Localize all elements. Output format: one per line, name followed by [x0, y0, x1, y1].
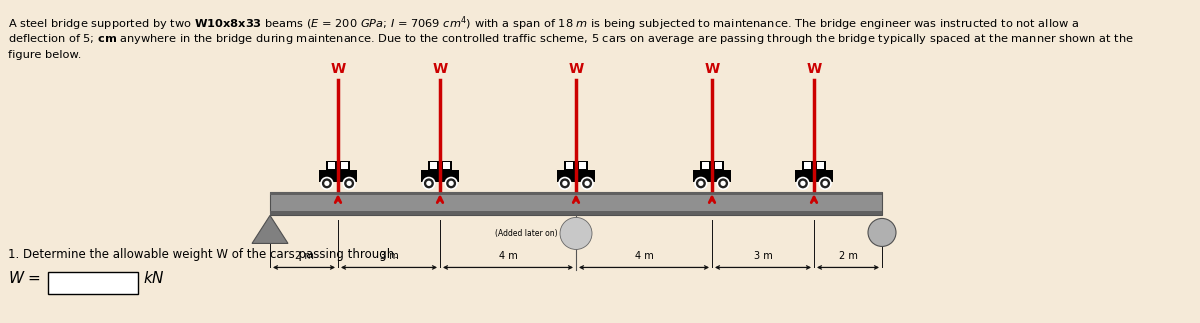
Bar: [558, 170, 594, 182]
Bar: [702, 162, 709, 169]
Bar: [48, 272, 138, 294]
Circle shape: [695, 178, 707, 189]
Circle shape: [343, 178, 355, 189]
Bar: [580, 162, 586, 169]
Text: W: W: [569, 62, 583, 76]
Circle shape: [424, 178, 434, 189]
Circle shape: [563, 181, 568, 186]
Bar: [566, 162, 572, 169]
Bar: [701, 161, 724, 170]
Text: W: W: [704, 62, 720, 76]
Circle shape: [800, 181, 805, 186]
Text: (Added later on): (Added later on): [496, 229, 558, 238]
Circle shape: [868, 218, 896, 246]
Bar: [803, 161, 826, 170]
Bar: [328, 162, 335, 169]
Bar: [428, 161, 451, 170]
Text: W: W: [432, 62, 448, 76]
Text: 3 m: 3 m: [379, 251, 398, 261]
Circle shape: [720, 181, 726, 186]
Bar: [804, 162, 811, 169]
Bar: [430, 162, 437, 169]
Circle shape: [324, 181, 330, 186]
Polygon shape: [252, 215, 288, 244]
Bar: [270, 212, 882, 215]
Circle shape: [820, 178, 830, 189]
Circle shape: [322, 178, 332, 189]
Bar: [319, 170, 356, 182]
Text: 4 m: 4 m: [499, 251, 517, 261]
Text: 3 m: 3 m: [754, 251, 773, 261]
Circle shape: [559, 178, 571, 189]
Text: 1. Determine the allowable weight W of the cars passing through.: 1. Determine the allowable weight W of t…: [8, 248, 398, 261]
Circle shape: [445, 178, 457, 189]
Circle shape: [718, 178, 728, 189]
Bar: [326, 161, 349, 170]
Bar: [421, 170, 458, 182]
Circle shape: [581, 178, 593, 189]
Text: $W$ =: $W$ =: [8, 270, 41, 286]
Bar: [796, 170, 833, 182]
Circle shape: [584, 181, 589, 186]
Text: 4 m: 4 m: [635, 251, 653, 261]
Bar: [270, 192, 882, 215]
Circle shape: [560, 217, 592, 249]
Bar: [694, 170, 731, 182]
Bar: [564, 161, 588, 170]
Text: figure below.: figure below.: [8, 50, 82, 60]
Bar: [443, 162, 450, 169]
Circle shape: [822, 181, 828, 186]
Bar: [270, 192, 882, 195]
Bar: [817, 162, 824, 169]
Text: $kN$: $kN$: [143, 270, 164, 286]
Text: W: W: [330, 62, 346, 76]
Circle shape: [698, 181, 703, 186]
Text: A steel bridge supported by two $\mathbf{W10x8x33}$ beams ($E$ = 200 $GPa$; $I$ : A steel bridge supported by two $\mathbf…: [8, 14, 1079, 33]
Bar: [715, 162, 722, 169]
Circle shape: [347, 181, 352, 186]
Circle shape: [426, 181, 432, 186]
Text: 2 m: 2 m: [294, 251, 313, 261]
Circle shape: [449, 181, 454, 186]
Text: 2 m: 2 m: [839, 251, 858, 261]
Text: deflection of 5; $\mathbf{cm}$ anywhere in the bridge during maintenance. Due to: deflection of 5; $\mathbf{cm}$ anywhere …: [8, 32, 1134, 46]
Text: W: W: [806, 62, 822, 76]
Circle shape: [797, 178, 809, 189]
Bar: [341, 162, 348, 169]
